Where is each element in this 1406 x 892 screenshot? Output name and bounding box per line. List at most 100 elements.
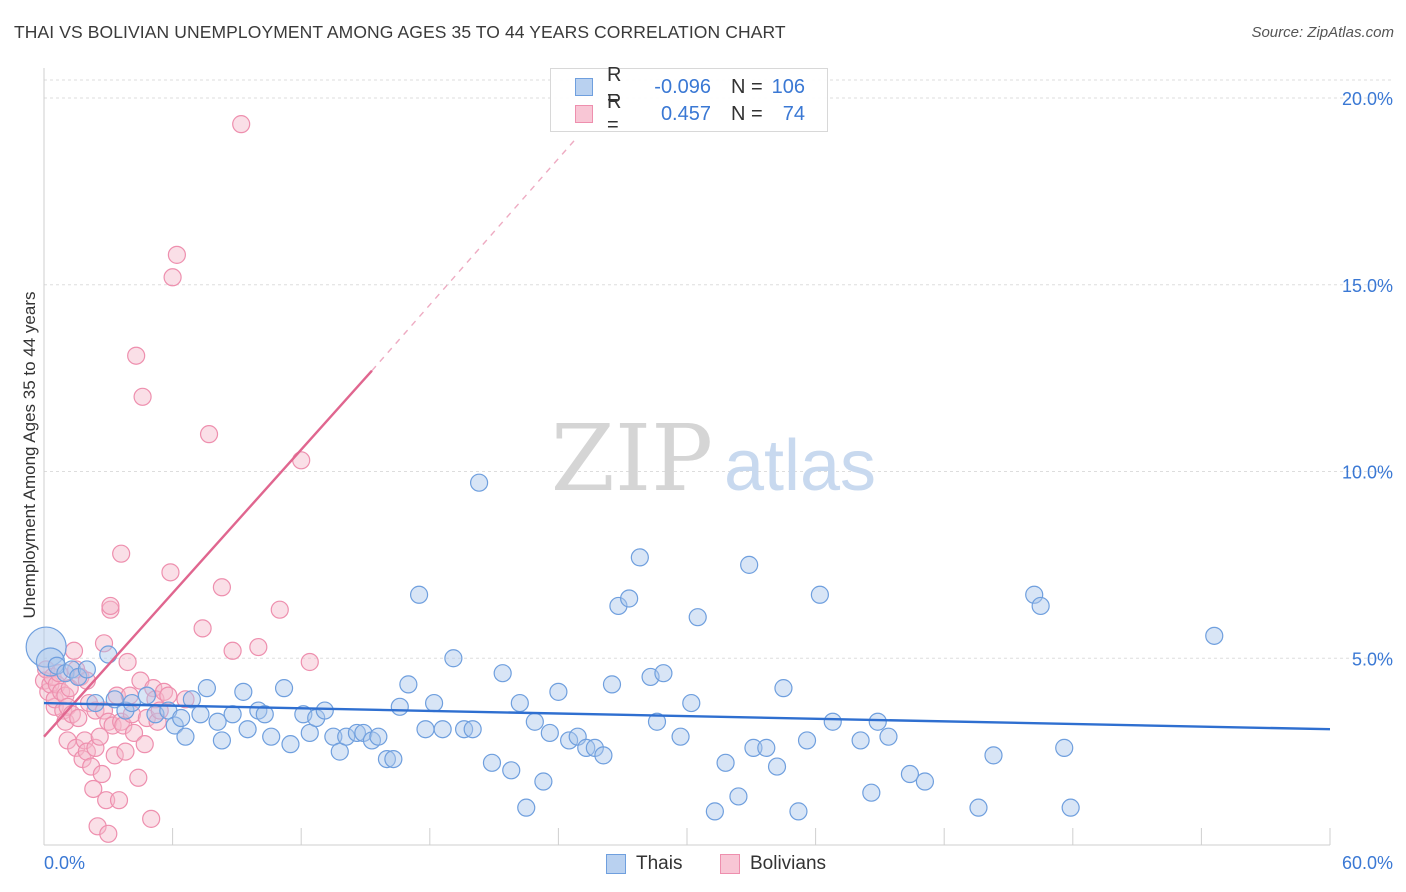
thais-point <box>444 649 463 668</box>
thais-point <box>369 727 388 746</box>
legend-row-bolivians: R = 0.457 N = 74 <box>575 91 805 136</box>
thais-point <box>767 757 787 776</box>
bottom-legend-thais: Thais <box>606 852 682 876</box>
thais-point <box>774 679 793 698</box>
thais-point <box>900 764 920 784</box>
thais-point <box>223 705 242 724</box>
thais-point <box>1205 626 1224 645</box>
thais-point <box>688 608 707 627</box>
thais-point <box>99 645 118 664</box>
thais-point <box>1031 596 1050 616</box>
bolivians-trend-extension <box>371 138 577 372</box>
thais-point <box>182 690 201 709</box>
bolivians-point <box>82 757 101 776</box>
bolivians-point <box>199 425 219 444</box>
thais-point <box>116 701 135 720</box>
bolivians-point <box>161 563 180 582</box>
thais-point <box>255 705 274 724</box>
thais-point <box>969 798 988 817</box>
tick-labels: 5.0% 10.0% 15.0% 20.0% 0.0% 60.0% <box>44 89 1393 873</box>
bolivians-point <box>163 268 182 287</box>
thais-point <box>433 720 452 739</box>
bolivians-point <box>212 578 231 597</box>
y-tick-label: 5.0% <box>1352 649 1393 669</box>
thais-point <box>409 585 429 604</box>
r-label: R = <box>607 64 622 109</box>
bolivians-point <box>129 768 148 787</box>
bolivians-point <box>84 779 103 799</box>
y-tick-label: 20.0% <box>1342 89 1393 109</box>
thais-point <box>482 753 502 772</box>
thais-point <box>384 749 403 769</box>
thais-point <box>810 585 829 604</box>
thais-point <box>390 697 409 716</box>
thais-point <box>682 693 701 713</box>
thais-point <box>238 720 257 739</box>
thais-point <box>862 783 881 802</box>
thais-point <box>337 727 356 746</box>
thais-point <box>823 712 842 731</box>
thais-point <box>469 473 489 492</box>
bolivians-r-value: 0.457 <box>660 102 711 125</box>
thais-point <box>525 712 544 731</box>
thais-point <box>851 731 870 750</box>
thais-point <box>540 723 559 743</box>
bolivians-point <box>88 817 107 836</box>
thais-point <box>330 742 349 761</box>
thais-point <box>549 682 568 701</box>
bolivians-point <box>99 824 118 843</box>
thais-point <box>493 664 512 683</box>
thais-point <box>647 712 667 731</box>
thais-point <box>212 731 231 750</box>
thais-point <box>172 708 191 728</box>
thais-point <box>602 675 622 694</box>
thais-legend-swatch <box>606 854 626 874</box>
bolivians-point <box>135 735 154 754</box>
bolivians-point <box>112 544 131 563</box>
watermark-atlas: atlas <box>724 426 876 506</box>
y-axis-label: Unemployment Among Ages 35 to 44 years <box>20 291 39 619</box>
bolivians-point <box>292 451 311 470</box>
thais-point <box>176 727 195 746</box>
thais-point <box>416 720 435 739</box>
bolivians-legend-swatch <box>720 854 740 874</box>
bolivians-point <box>127 346 146 365</box>
bolivians-legend-label: Bolivians <box>750 853 827 874</box>
watermark-zip: ZIP <box>551 405 713 512</box>
bolivians-point <box>142 809 161 828</box>
thais-point <box>77 660 96 679</box>
thais-point <box>789 802 808 821</box>
bolivians-point <box>90 727 109 746</box>
bolivians-point <box>148 712 167 731</box>
bolivians-point <box>159 686 178 705</box>
x-tick-label: 60.0% <box>1342 853 1393 873</box>
bolivians-point <box>86 738 105 757</box>
bolivians-trend-line <box>43 369 373 738</box>
bolivians-point <box>101 596 120 616</box>
thais-point <box>594 746 613 765</box>
thais-point <box>191 705 210 724</box>
thais-point <box>324 727 343 746</box>
thais-point <box>463 720 482 739</box>
bolivians-point <box>144 679 163 698</box>
thais-point <box>377 749 397 769</box>
thais-point <box>399 675 418 694</box>
thais-point <box>347 723 367 743</box>
thais-point <box>744 738 763 757</box>
thais-point <box>609 596 628 616</box>
thais-point <box>197 679 216 698</box>
thais-point <box>705 802 724 821</box>
y-tick-label: 15.0% <box>1342 276 1393 296</box>
thais-point <box>137 686 156 705</box>
thais-legend-label: Thais <box>636 853 683 874</box>
thais-trend-line <box>43 701 1331 731</box>
y-tick-label: 10.0% <box>1342 463 1393 483</box>
bolivians-point <box>97 791 116 810</box>
bottom-legend-bolivians: Bolivians <box>720 852 826 876</box>
chart-title: THAI VS BOLIVIAN UNEMPLOYMENT AMONG AGES… <box>14 22 786 42</box>
thais-point <box>234 682 253 701</box>
n-label: N = <box>731 102 763 125</box>
bolivians-point <box>124 723 144 743</box>
bolivians-point <box>133 387 152 406</box>
